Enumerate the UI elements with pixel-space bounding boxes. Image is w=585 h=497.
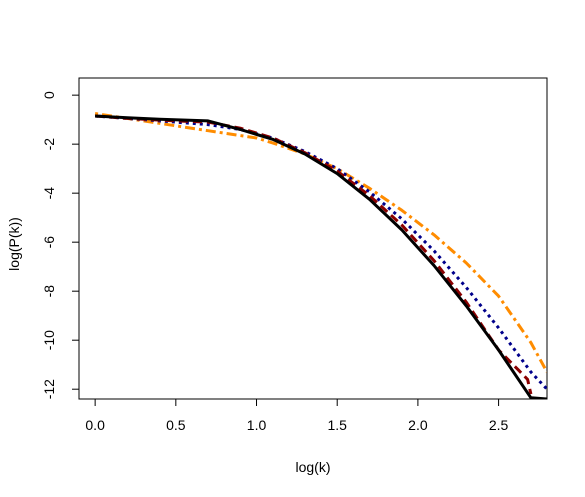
x-axis: 0.0 0.5 1.0 1.5 2.0 2.5	[85, 399, 509, 433]
x-tick-label: 0.0	[85, 417, 105, 433]
x-tick-label: 1.0	[247, 417, 267, 433]
x-tick-label: 0.5	[166, 417, 186, 433]
y-axis-label: log(P(k))	[6, 217, 22, 271]
series-layer	[94, 112, 547, 399]
x-tick-label: 2.5	[489, 417, 509, 433]
y-tick-label: -6	[41, 236, 57, 249]
y-tick-label: 0	[41, 91, 57, 99]
x-axis-label: log(k)	[295, 459, 330, 475]
y-tick-label: -2	[41, 138, 57, 151]
series-line-1	[94, 112, 547, 373]
series-line-2	[94, 114, 547, 391]
y-axis: 0 -2 -4 -6 -8 -10 -12	[41, 91, 79, 399]
plot-area	[78, 77, 548, 400]
x-tick-label: 2.0	[408, 417, 428, 433]
y-tick-label: -4	[41, 187, 57, 200]
series-line-3	[94, 114, 533, 395]
y-tick-label: -12	[41, 379, 57, 399]
x-tick-label: 1.5	[327, 417, 347, 433]
y-tick-label: -8	[41, 285, 57, 298]
y-tick-label: -10	[41, 330, 57, 350]
series-line-4	[95, 114, 547, 399]
plot-frame	[78, 77, 548, 400]
